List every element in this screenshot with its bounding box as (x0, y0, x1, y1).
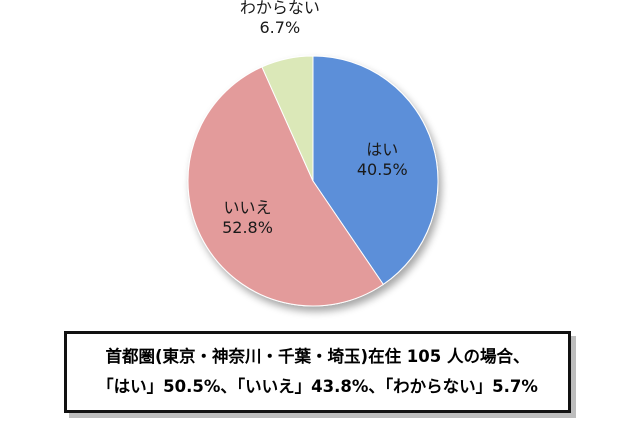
slice-label-hai-value: 40.5% (356, 159, 408, 179)
pie-slice-hai (312, 55, 439, 286)
pie-slice-wakaranai (261, 55, 314, 182)
survey-note-line-1: 首都圏(東京・神奈川・千葉・埼玉)在住 105 人の場合、 (105, 347, 530, 366)
pie-slice-iie (187, 66, 384, 307)
slice-label-iie: いいえ 52.8% (222, 198, 273, 238)
slice-label-wakaranai-value: 6.7% (259, 17, 301, 37)
survey-note-box: 首都圏(東京・神奈川・千葉・埼玉)在住 105 人の場合、 「はい」50.5%、… (64, 331, 571, 413)
slice-label-hai: はい 40.5% (357, 140, 408, 180)
slice-label-wakaranai: わからない 6.7% (240, 0, 320, 38)
slice-label-hai-name: はい (366, 139, 399, 159)
pie-chart-svg (187, 55, 439, 307)
slice-label-iie-name: いいえ (223, 197, 272, 217)
slice-label-wakaranai-name: わからない (239, 0, 320, 17)
survey-note-line-2: 「はい」50.5%、「いいえ」43.8%、「わからない」5.7% (97, 377, 538, 396)
slice-label-iie-value: 52.8% (222, 217, 273, 237)
